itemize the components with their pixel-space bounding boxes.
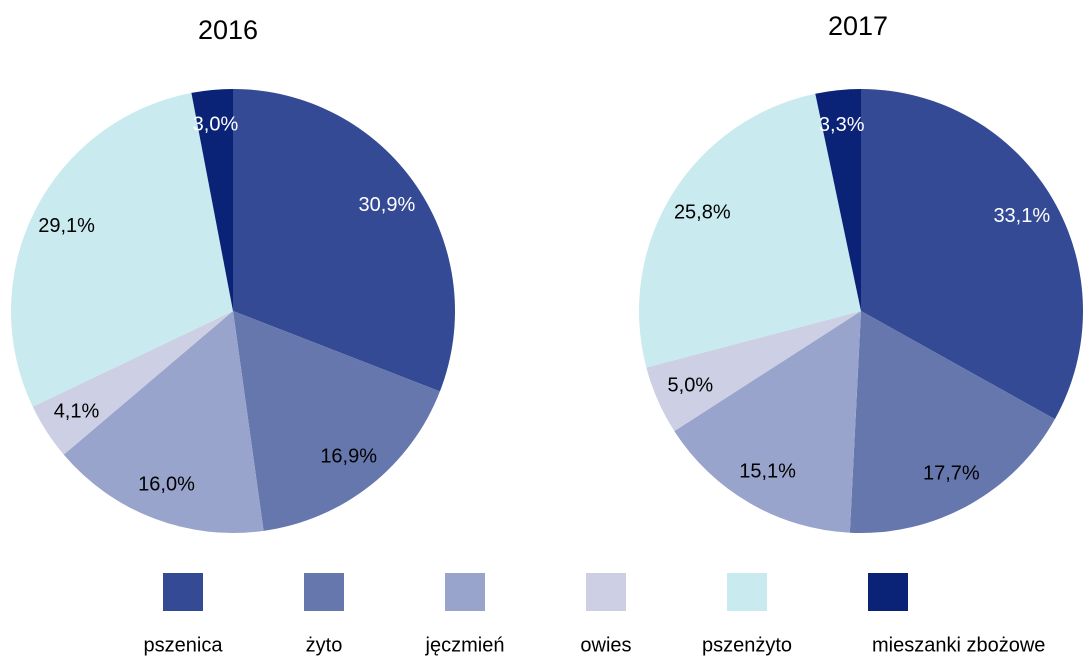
data-label: 4,1% <box>54 401 100 423</box>
legend-label: żyto <box>306 634 343 656</box>
legend-swatch <box>445 573 485 611</box>
legend-label: mieszanki zbożowe <box>872 634 1045 656</box>
pie-slice <box>191 89 233 311</box>
data-label: 30,9% <box>359 194 416 216</box>
pie-slice <box>32 311 234 455</box>
legend-swatch <box>304 573 344 611</box>
pie-slice <box>861 89 1083 420</box>
pie-slice <box>639 93 861 368</box>
legend-swatch <box>586 573 626 611</box>
data-label: 16,0% <box>138 474 195 496</box>
legend-label: owies <box>580 634 631 656</box>
data-label: 29,1% <box>38 215 95 237</box>
data-label: 16,9% <box>320 446 377 468</box>
data-label: 25,8% <box>674 201 731 223</box>
chart-title: 2017 <box>828 11 888 41</box>
legend-swatch <box>163 573 203 611</box>
pie-slice <box>233 311 440 531</box>
data-label: 15,1% <box>739 461 796 483</box>
legend-swatch <box>868 573 908 611</box>
data-label: 33,1% <box>993 205 1050 227</box>
pie-slice <box>815 89 861 311</box>
legend-label: pszenżyto <box>702 634 792 656</box>
pie-slice <box>646 311 861 432</box>
pie-slice <box>11 92 233 407</box>
data-label: 3,3% <box>819 114 865 136</box>
legend-label: pszenica <box>144 634 224 656</box>
legend-label: jęczmień <box>425 634 505 656</box>
pie-slice <box>849 311 1055 533</box>
pie-slice <box>233 89 456 392</box>
data-label: 5,0% <box>668 374 714 396</box>
pie-slice <box>674 311 861 533</box>
chart-title: 2016 <box>198 15 258 45</box>
data-label: 3,0% <box>193 114 239 136</box>
legend-swatch <box>727 573 767 611</box>
data-label: 17,7% <box>923 462 980 484</box>
pie-slice <box>63 311 264 534</box>
